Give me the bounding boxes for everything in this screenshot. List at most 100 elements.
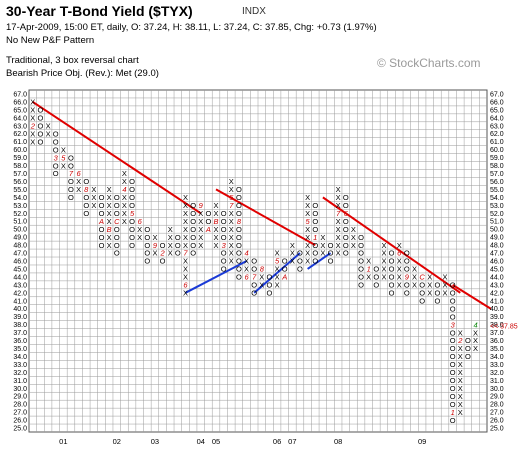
pnf-column: XXX [443,273,448,298]
o-box: O [129,241,135,250]
x-box: X [427,273,432,282]
y-tick-label-left: 59.0 [13,155,27,162]
x-box: X [305,225,310,234]
x-box: X [229,233,234,242]
x-box: X [183,257,188,266]
y-tick-label-right: 45.0 [490,266,504,273]
o-box: O [267,281,273,290]
x-box: X [30,114,35,123]
x-box: X [214,201,219,210]
y-tick-label-left: 26.0 [13,418,27,425]
y-tick-label-right: 39.0 [490,314,504,321]
x-box: X [122,193,127,202]
o-box: O [343,217,349,226]
o-box: O [190,241,196,250]
x-box: X [458,352,463,361]
y-tick-label-left: 35.0 [13,346,27,353]
x-box: X [336,217,341,226]
month-mark: 6 [344,209,349,218]
o-box: O [419,296,425,305]
x-box: X [473,336,478,345]
y-tick-label-right: 38.0 [490,322,504,329]
x-box: X [214,209,219,218]
y-tick-label-left: 53.0 [13,203,27,210]
y-tick-label-left: 66.0 [13,99,27,106]
o-box: O [404,249,410,258]
pnf-column: O2O [159,241,165,266]
x-box: X [290,241,295,250]
month-mark: 4 [473,320,477,329]
o-box: O [312,257,318,266]
o-box: O [68,185,74,194]
y-tick-label-left: 34.0 [13,354,27,361]
o-box: O [175,249,181,258]
o-box: O [450,296,456,305]
x-box: X [183,265,188,274]
o-box: O [404,289,410,298]
x-box: X [107,201,112,210]
o-box: O [236,209,242,218]
x-box: X [137,233,142,242]
y-tick-label-right: 25.0 [490,426,504,433]
x-box: X [290,257,295,266]
x-box: X [198,209,203,218]
resistance-trend-line [32,101,202,215]
x-tick-label: 03 [151,437,159,446]
month-mark: 7 [69,169,74,178]
y-tick-label-right: 42.0 [490,290,504,297]
price-objective-line: Bearish Price Obj. (Rev.): Met (29.0) [6,68,159,79]
x-box: X [214,233,219,242]
o-box: O [251,257,257,266]
y-tick-label-right: 58.0 [490,163,504,170]
pnf-column: XXX [427,273,432,298]
o-box: O [68,161,74,170]
o-box: O [343,233,349,242]
x-box: X [458,360,463,369]
pnf-column: OOO [328,241,334,266]
y-tick-label-left: 64.0 [13,115,27,122]
y-tick-label-right: 67.0 [490,91,504,98]
month-mark: 8 [260,265,265,274]
o-box: O [144,241,150,250]
y-tick-label-left: 33.0 [13,362,27,369]
x-box: X [381,273,386,282]
x-tick-label: 09 [418,437,426,446]
o-box: O [328,241,334,250]
x-box: X [122,209,127,218]
x-box: X [427,281,432,290]
y-tick-label-right: 47.0 [490,251,504,258]
month-mark: 9 [405,273,410,282]
x-box: X [30,106,35,115]
month-mark: A [281,273,287,282]
y-tick-label-right: 55.0 [490,187,504,194]
last-price-label: << 37.85 [490,323,518,330]
month-mark: A [205,225,211,234]
y-tick-label-right: 62.0 [490,131,504,138]
o-box: O [190,249,196,258]
x-box: X [168,241,173,250]
o-box: O [236,265,242,274]
x-box: X [443,281,448,290]
o-box: O [144,257,150,266]
y-tick-label-right: 41.0 [490,298,504,305]
o-box: O [114,201,120,210]
x-box: X [107,241,112,250]
o-box: O [312,201,318,210]
o-box: O [114,225,120,234]
x-tick-label: 01 [59,437,67,446]
x-box: X [30,129,35,138]
o-box: O [267,273,273,282]
o-box: O [114,193,120,202]
x-box: X [168,249,173,258]
y-tick-label-left: 39.0 [13,314,27,321]
x-box: X [214,241,219,250]
y-tick-label-right: 65.0 [490,107,504,114]
y-tick-label-right: 37.0 [490,330,504,337]
x-box: X [183,209,188,218]
o-box: O [251,289,257,298]
